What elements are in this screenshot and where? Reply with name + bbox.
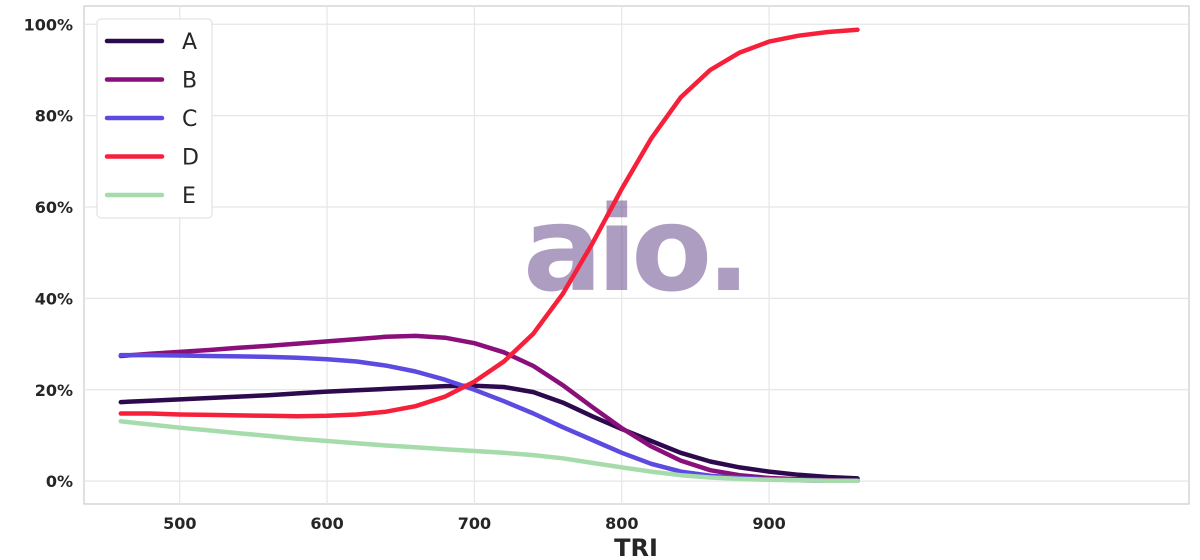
- legend-label-b: B: [182, 69, 197, 94]
- series-line-b: [118, 333, 860, 483]
- legend-label-c: C: [182, 107, 197, 132]
- x-tick-label: 700: [458, 514, 491, 533]
- series-line-d: [118, 27, 860, 419]
- x-tick-label: 900: [752, 514, 785, 533]
- grid: [84, 6, 1189, 504]
- y-tick-label: 0%: [46, 472, 73, 491]
- series-line-a: [118, 383, 860, 481]
- y-tick-label: 60%: [35, 198, 73, 217]
- x-tick-labels: 500 600 700 800 900: [163, 514, 786, 533]
- series-line-e: [118, 419, 860, 483]
- watermark-text: aio.: [523, 180, 745, 318]
- legend-label-d: D: [182, 146, 199, 171]
- y-tick-label: 100%: [24, 15, 73, 34]
- legend-label-a: A: [182, 30, 197, 55]
- y-tick-label: 20%: [35, 381, 73, 400]
- x-tick-label: 600: [310, 514, 343, 533]
- y-tick-label: 80%: [35, 107, 73, 126]
- watermark-logo: aio.: [523, 180, 751, 318]
- y-tick-label: 40%: [35, 289, 73, 308]
- series-lines: [118, 27, 860, 483]
- y-tick-labels: 0% 20% 40% 60% 80% 100%: [24, 15, 73, 491]
- plot-area: [83, 5, 1190, 505]
- x-tick-label: 500: [163, 514, 196, 533]
- legend-label-e: E: [182, 184, 196, 209]
- x-axis-label: TRI: [614, 534, 658, 560]
- x-tick-label: 800: [605, 514, 638, 533]
